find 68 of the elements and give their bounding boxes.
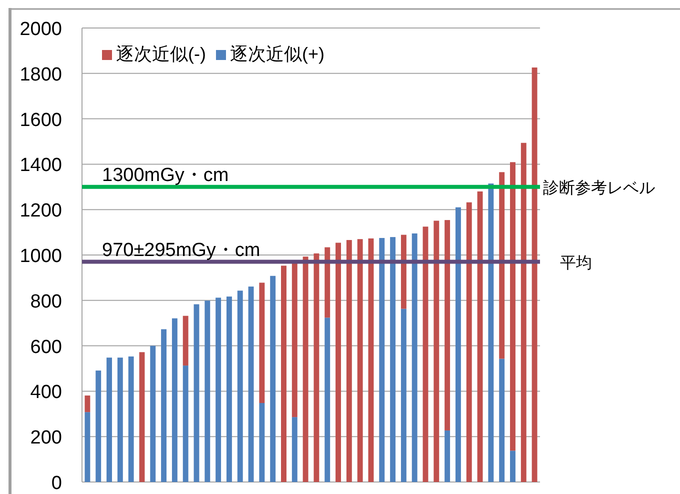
annotation: 1300mGy・cm bbox=[102, 164, 229, 186]
bar bbox=[172, 318, 178, 482]
bar bbox=[270, 276, 276, 482]
bar bbox=[150, 346, 156, 482]
bar bbox=[520, 142, 526, 482]
bar bbox=[477, 191, 483, 482]
bar bbox=[510, 162, 516, 451]
bar bbox=[84, 396, 90, 412]
bar bbox=[466, 202, 472, 482]
bar bbox=[204, 300, 210, 482]
bar bbox=[390, 237, 396, 482]
bar bbox=[248, 286, 254, 482]
bar bbox=[336, 242, 341, 482]
bar bbox=[499, 172, 505, 359]
bar bbox=[84, 412, 90, 482]
bar bbox=[182, 316, 188, 366]
y-tick-label: 1600 bbox=[20, 110, 62, 131]
bar bbox=[324, 318, 330, 482]
bar bbox=[139, 352, 145, 482]
bar bbox=[400, 308, 406, 482]
bar bbox=[412, 233, 418, 482]
bar bbox=[194, 304, 200, 482]
bar bbox=[96, 370, 102, 482]
bar bbox=[281, 266, 286, 482]
bar bbox=[488, 183, 494, 482]
bar bbox=[422, 226, 428, 482]
ref-line-label: 診断参考レベル bbox=[543, 178, 655, 197]
bar bbox=[302, 256, 308, 482]
bar bbox=[499, 358, 505, 482]
y-tick-label: 600 bbox=[30, 336, 62, 358]
bar bbox=[357, 239, 363, 482]
y-tick-label: 0 bbox=[51, 473, 62, 494]
bar bbox=[444, 430, 450, 482]
bar bbox=[455, 207, 461, 482]
ref-line-label: 平均 bbox=[560, 254, 592, 272]
bar bbox=[106, 358, 112, 482]
bar bbox=[434, 220, 440, 482]
bar bbox=[368, 238, 374, 482]
y-tick-label: 1200 bbox=[20, 200, 62, 222]
annotation: 970±295mGy・cm bbox=[102, 240, 260, 261]
y-tick-label: 1000 bbox=[20, 246, 62, 267]
y-tick-label: 400 bbox=[30, 382, 62, 404]
bar bbox=[161, 329, 167, 482]
bar bbox=[259, 282, 265, 404]
bar bbox=[226, 296, 232, 482]
bar bbox=[117, 358, 123, 482]
bar bbox=[128, 356, 134, 482]
bar bbox=[444, 220, 450, 430]
y-tick-label: 1400 bbox=[20, 155, 62, 176]
bar bbox=[324, 247, 330, 318]
y-tick-label: 800 bbox=[30, 291, 62, 312]
bar bbox=[182, 366, 188, 482]
legend-label: 逐次近似(-) bbox=[116, 44, 206, 64]
bar bbox=[216, 298, 222, 482]
bar bbox=[379, 238, 385, 482]
bar bbox=[400, 234, 406, 309]
bar bbox=[237, 290, 243, 482]
bar bbox=[510, 450, 516, 482]
y-tick-label: 2000 bbox=[20, 19, 62, 40]
bar bbox=[314, 253, 320, 482]
bar bbox=[532, 68, 538, 482]
bar bbox=[292, 417, 298, 482]
bar bbox=[292, 262, 298, 418]
bar bbox=[259, 403, 265, 482]
legend-label: 逐次近似(+) bbox=[230, 44, 324, 64]
y-tick-label: 200 bbox=[30, 428, 62, 449]
bar bbox=[346, 240, 352, 482]
y-tick-label: 1800 bbox=[20, 64, 62, 86]
